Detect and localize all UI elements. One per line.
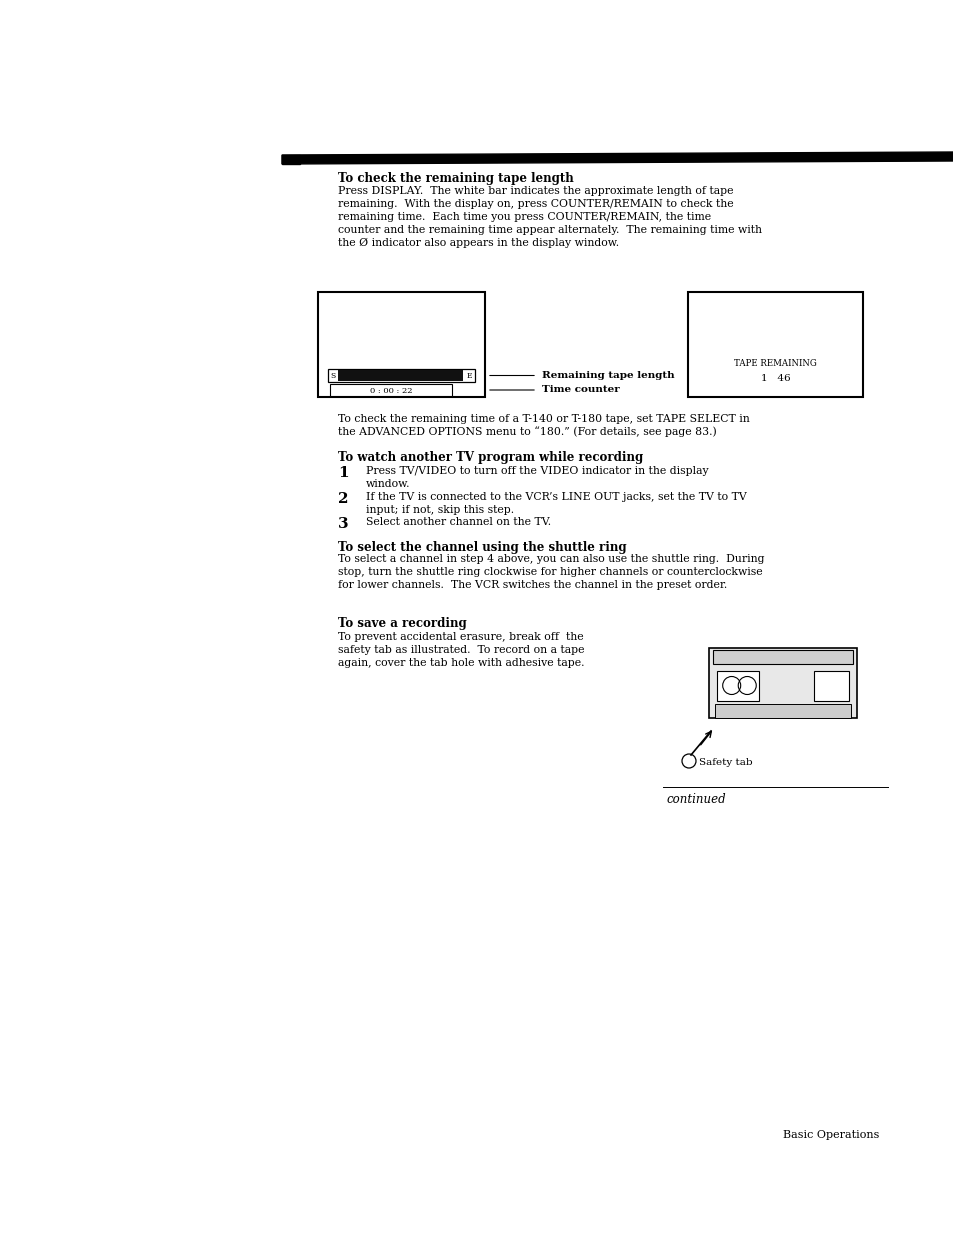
Text: continued: continued — [666, 793, 726, 806]
Bar — [687, 292, 862, 397]
Text: 0 : 00 : 22: 0 : 00 : 22 — [370, 387, 412, 395]
Text: 3: 3 — [337, 517, 348, 531]
Text: Press TV/VIDEO to turn off the VIDEO indicator in the display: Press TV/VIDEO to turn off the VIDEO ind… — [366, 466, 708, 476]
Text: for lower channels.  The VCR switches the channel in the preset order.: for lower channels. The VCR switches the… — [337, 580, 726, 591]
Bar — [714, 704, 850, 718]
Text: If the TV is connected to the VCR’s LINE OUT jacks, set the TV to TV: If the TV is connected to the VCR’s LINE… — [366, 492, 746, 502]
Bar — [708, 649, 856, 718]
Text: Select another channel on the TV.: Select another channel on the TV. — [366, 517, 551, 526]
Text: E: E — [467, 372, 472, 381]
Text: window.: window. — [366, 478, 410, 490]
Bar — [717, 671, 759, 700]
Bar — [317, 292, 484, 397]
Text: the ADVANCED OPTIONS menu to “180.” (For details, see page 83.): the ADVANCED OPTIONS menu to “180.” (For… — [337, 425, 716, 436]
Text: 2: 2 — [337, 492, 348, 506]
Text: S: S — [330, 372, 335, 381]
Text: again, cover the tab hole with adhesive tape.: again, cover the tab hole with adhesive … — [337, 658, 584, 668]
Bar — [337, 370, 462, 381]
Text: To select the channel using the shuttle ring: To select the channel using the shuttle … — [337, 541, 626, 554]
Text: To check the remaining time of a T-140 or T-180 tape, set TAPE SELECT in: To check the remaining time of a T-140 o… — [337, 414, 749, 424]
Bar — [330, 383, 452, 396]
Text: remaining time.  Each time you press COUNTER/REMAIN, the time: remaining time. Each time you press COUN… — [337, 212, 710, 222]
Text: 1   46: 1 46 — [760, 374, 789, 382]
Text: 1: 1 — [337, 466, 348, 480]
Text: Press DISPLAY.  The white bar indicates the approximate length of tape: Press DISPLAY. The white bar indicates t… — [337, 186, 733, 196]
Text: Safety tab: Safety tab — [699, 758, 752, 767]
Text: TAPE REMAINING: TAPE REMAINING — [734, 359, 816, 367]
Text: input; if not, skip this step.: input; if not, skip this step. — [366, 506, 514, 515]
Text: To save a recording: To save a recording — [337, 616, 466, 630]
Text: To check the remaining tape length: To check the remaining tape length — [337, 171, 573, 185]
Text: To watch another TV program while recording: To watch another TV program while record… — [337, 451, 642, 464]
Text: To prevent accidental erasure, break off  the: To prevent accidental erasure, break off… — [337, 633, 583, 642]
Bar — [282, 155, 299, 164]
Text: To select a channel in step 4 above, you can also use the shuttle ring.  During: To select a channel in step 4 above, you… — [337, 554, 763, 563]
Text: counter and the remaining time appear alternately.  The remaining time with: counter and the remaining time appear al… — [337, 224, 761, 236]
Bar — [813, 671, 848, 700]
Text: Time counter: Time counter — [541, 386, 619, 395]
Text: stop, turn the shuttle ring clockwise for higher channels or counterclockwise: stop, turn the shuttle ring clockwise fo… — [337, 567, 761, 577]
Text: Basic Operations: Basic Operations — [782, 1129, 879, 1141]
Polygon shape — [282, 152, 953, 164]
Bar — [712, 650, 852, 665]
Text: remaining.  With the display on, press COUNTER/REMAIN to check the: remaining. With the display on, press CO… — [337, 199, 733, 210]
Bar — [328, 369, 475, 382]
Text: Remaining tape length: Remaining tape length — [541, 371, 674, 380]
Text: safety tab as illustrated.  To record on a tape: safety tab as illustrated. To record on … — [337, 645, 584, 655]
Text: the Ø indicator also appears in the display window.: the Ø indicator also appears in the disp… — [337, 238, 618, 248]
